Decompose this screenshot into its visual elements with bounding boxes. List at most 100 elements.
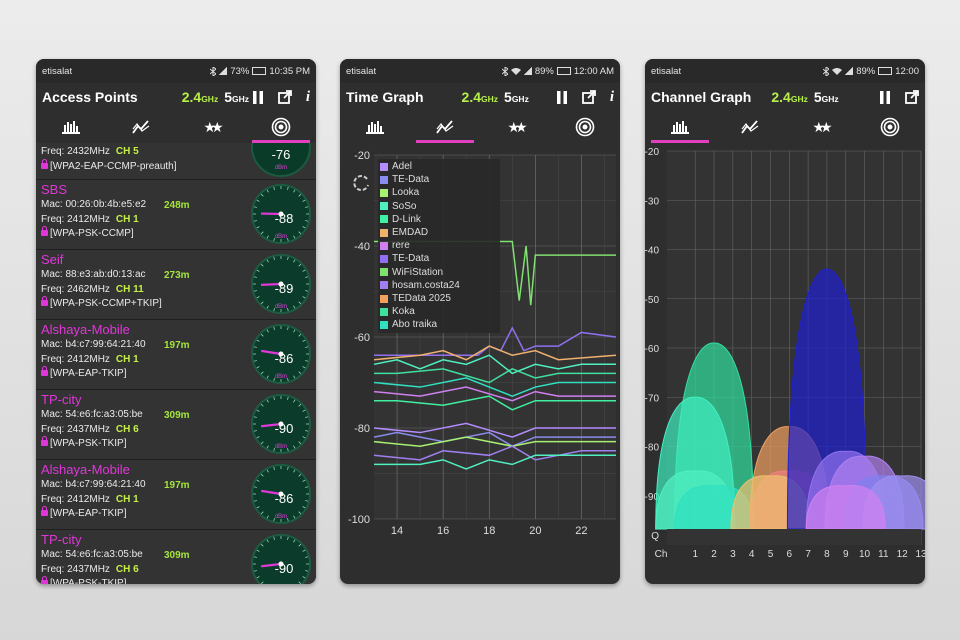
bar-chart-icon bbox=[62, 121, 80, 134]
channel-label: CH 11 bbox=[115, 283, 144, 295]
tab-time-graph[interactable] bbox=[715, 111, 785, 143]
band-2-4ghz-toggle[interactable]: 2.4GHz bbox=[771, 89, 808, 105]
bar-chart-icon bbox=[671, 121, 689, 134]
y-tick-label: -20 bbox=[645, 147, 659, 158]
tab-channel-graph[interactable]: ★★ bbox=[176, 111, 246, 143]
series-line bbox=[374, 454, 616, 470]
list-item[interactable]: SBS Mac: 00:26:0b:4b:e5:e2 248m Freq: 2412M… bbox=[36, 180, 316, 250]
gauge-needle bbox=[261, 422, 282, 428]
battery-icon bbox=[556, 67, 571, 75]
legend-entry: EMDAD bbox=[380, 226, 498, 239]
ssid-label: Alshaya-Mobile bbox=[41, 322, 130, 337]
signal-unit: dBm bbox=[275, 514, 287, 520]
legend-label: Adel bbox=[392, 161, 413, 172]
tab-channel-graph[interactable]: ★★ bbox=[785, 111, 855, 143]
tab-access-points[interactable] bbox=[855, 111, 925, 143]
x-tick-label: 13 bbox=[915, 549, 925, 560]
legend-entry: Looka bbox=[380, 186, 498, 199]
tab-access-points[interactable] bbox=[550, 111, 620, 143]
line-chart-icon bbox=[741, 120, 759, 134]
refresh-icon[interactable] bbox=[352, 173, 372, 193]
series-line bbox=[373, 345, 617, 361]
share-icon[interactable] bbox=[581, 90, 596, 104]
band-5ghz-toggle[interactable]: 5GHz bbox=[224, 89, 249, 105]
battery-icon bbox=[252, 67, 267, 75]
bar-chart-icon bbox=[366, 121, 384, 134]
wifi-signal-icon bbox=[271, 117, 291, 137]
signal-gauge: -89 dBm bbox=[251, 254, 311, 314]
channel-label: CH 6 bbox=[115, 563, 139, 575]
pause-icon[interactable] bbox=[879, 90, 891, 104]
channel-label: CH 1 bbox=[115, 353, 139, 365]
band-5ghz-toggle[interactable]: 5GHz bbox=[813, 89, 839, 105]
lock-icon bbox=[41, 296, 48, 306]
tab-channel-graph[interactable]: ★★ bbox=[480, 111, 550, 143]
legend-swatch bbox=[380, 268, 388, 277]
legend-label: WiFiStation bbox=[392, 266, 444, 278]
y-tick-label: -80 bbox=[645, 443, 659, 454]
legend-label: Koka bbox=[392, 306, 415, 318]
legend-label: Looka bbox=[392, 187, 420, 199]
legend-swatch bbox=[380, 241, 388, 250]
y-tick-label: -60 bbox=[645, 344, 659, 355]
phone-access-points: etisalat 73% 10:35 PM Access Points 2.4G… bbox=[36, 59, 316, 584]
tab-time-graph[interactable] bbox=[106, 111, 176, 143]
title-bar: Channel Graph 2.4GHz 5GHz bbox=[645, 83, 925, 111]
legend-entry: WiFiStation bbox=[380, 266, 498, 279]
series-line bbox=[373, 431, 616, 448]
info-icon[interactable]: i bbox=[609, 88, 614, 105]
x-tick-label: 6 bbox=[787, 549, 793, 560]
list-item[interactable]: TP-city Mac: 54:e6:fc:a3:05:be 309m Freq: 2… bbox=[36, 390, 316, 460]
band-2-4ghz-toggle[interactable]: 2.4GHz bbox=[461, 89, 499, 105]
series-line bbox=[373, 422, 616, 438]
pause-icon[interactable] bbox=[252, 90, 264, 104]
lock-icon bbox=[41, 158, 48, 169]
x-tick-label: 12 bbox=[897, 549, 909, 560]
bluetooth-icon bbox=[823, 66, 830, 76]
security-label: [WPA-PSK-CCMP+TKIP] bbox=[50, 298, 162, 309]
signal-unit: dBm bbox=[275, 234, 287, 240]
legend-entry: hosam.costa24 bbox=[380, 279, 498, 292]
tab-access-points[interactable] bbox=[246, 111, 316, 143]
tab-channel-rating[interactable] bbox=[645, 111, 715, 143]
pause-icon[interactable] bbox=[556, 90, 568, 104]
y-tick-label: -90 bbox=[645, 492, 659, 503]
battery-percent: 89% bbox=[534, 65, 554, 77]
list-item[interactable]: TP-city Mac: 54:e6:fc:a3:05:be 309m Freq: 2… bbox=[36, 530, 316, 584]
mac-address: Mac: 88:e3:ab:d0:13:ac bbox=[41, 269, 146, 280]
tab-time-graph[interactable] bbox=[410, 111, 480, 143]
x-tick-label: 20 bbox=[529, 525, 541, 537]
y-tick-label: -40 bbox=[354, 241, 370, 253]
mac-address: Mac: 00:26:0b:4b:e5:e2 bbox=[41, 199, 147, 210]
wifi-icon bbox=[510, 68, 521, 75]
signal-value: -90 bbox=[275, 561, 294, 576]
legend-swatch bbox=[380, 321, 388, 330]
distance-label: 248m bbox=[164, 200, 190, 211]
band-5ghz-toggle[interactable]: 5GHz bbox=[504, 89, 529, 105]
list-item[interactable]: Alshaya-Mobile Mac: b4:c7:99:64:21:40 197m… bbox=[36, 460, 316, 530]
list-item[interactable]: Seif Mac: 88:e3:ab:d0:13:ac 273m Freq: 2462… bbox=[36, 250, 316, 320]
legend-entry: TE-Data bbox=[380, 252, 498, 265]
tab-channel-rating[interactable] bbox=[340, 111, 410, 143]
battery-percent: 89% bbox=[856, 65, 876, 77]
series-line bbox=[373, 445, 616, 461]
status-bar: etisalat 89% 12:00 bbox=[645, 59, 925, 83]
tab-channel-rating[interactable] bbox=[36, 111, 106, 143]
share-icon[interactable] bbox=[277, 90, 292, 104]
distance-label: 309m bbox=[164, 550, 190, 561]
distance-label: 309m bbox=[164, 410, 190, 421]
signal-gauge: -88 dBm bbox=[251, 184, 311, 244]
band-2-4ghz-toggle[interactable]: 2.4GHz bbox=[181, 89, 219, 105]
bluetooth-icon bbox=[210, 66, 217, 76]
legend-swatch bbox=[380, 175, 388, 184]
y-tick-label: -60 bbox=[354, 332, 370, 344]
distance-label: 273m bbox=[164, 270, 190, 281]
list-item[interactable]: Freq: 2432MHz CH 5 [WPA2-EAP-CCMP-preauth… bbox=[36, 143, 316, 180]
page-title: Time Graph bbox=[346, 89, 424, 105]
legend-label: TE-Data bbox=[392, 253, 430, 265]
y-tick-label: -100 bbox=[348, 514, 370, 526]
share-icon[interactable] bbox=[905, 90, 919, 104]
info-icon[interactable]: i bbox=[305, 88, 310, 105]
list-item[interactable]: Alshaya-Mobile Mac: b4:c7:99:64:21:40 197m… bbox=[36, 320, 316, 390]
y-tick-label: -30 bbox=[645, 196, 659, 207]
